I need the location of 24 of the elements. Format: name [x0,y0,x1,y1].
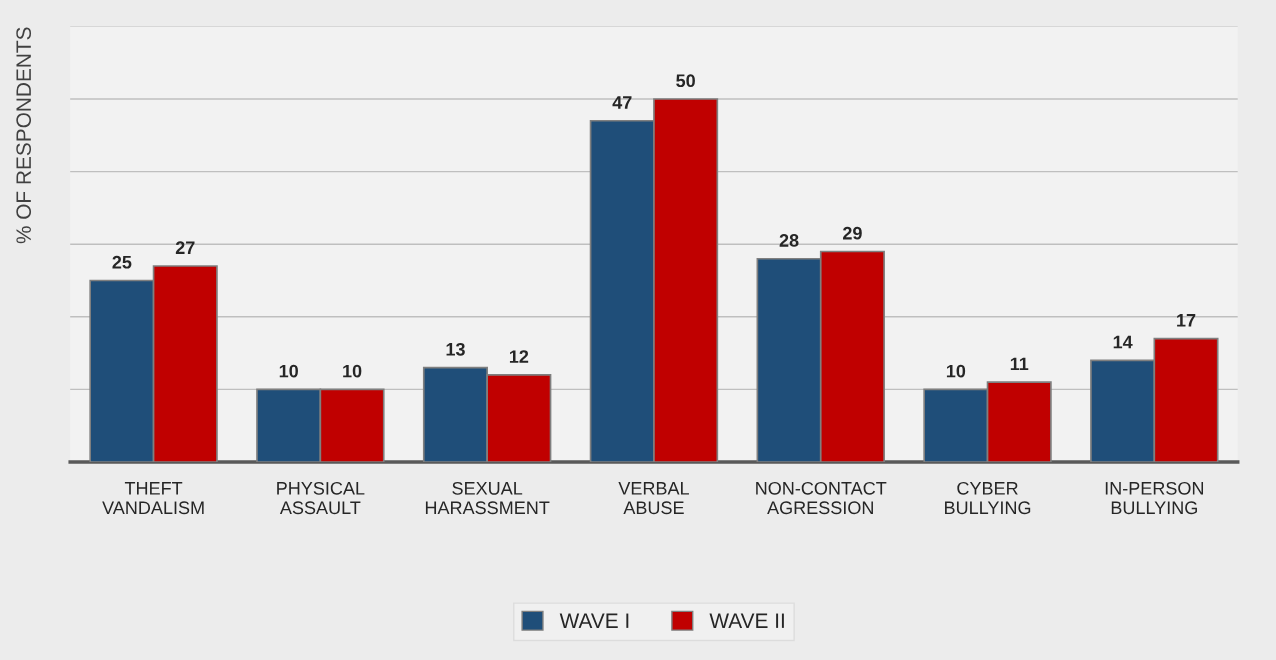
data-label: 27 [175,241,195,254]
x-tick-label: THEFT VANDALISM [102,482,204,515]
data-label: 10 [946,364,966,378]
data-label: 10 [343,364,362,378]
x-tick-label: SEXUAL HARASSMENT [425,481,550,515]
x-tick-label: PHYSICAL ASSAULT [277,481,365,515]
data-label: 10 [279,364,298,378]
x-tick-label: CYBER BULLYING [945,481,1031,515]
data-label: 25 [112,255,132,269]
data-label: 14 [1113,335,1133,349]
data-label: 29 [843,226,862,240]
x-tick-label: VERBAL ABUSE [618,482,689,515]
data-label: 28 [779,234,799,247]
legend-label: WAVE I [559,613,629,628]
data-label: 47 [612,96,632,109]
data-label: 12 [509,350,529,363]
data-label: 13 [446,342,465,356]
data-label: 11 [1010,357,1029,371]
y-axis-title: % OF RESPONDENTS [16,27,32,244]
data-label: 17 [1177,314,1196,327]
data-label: 50 [676,74,695,88]
x-tick-label: IN-PERSON BULLYING [1105,481,1204,515]
legend-label: WAVE II [709,613,784,628]
x-tick-label: NON-CONTACT AGRESSION [756,481,887,515]
